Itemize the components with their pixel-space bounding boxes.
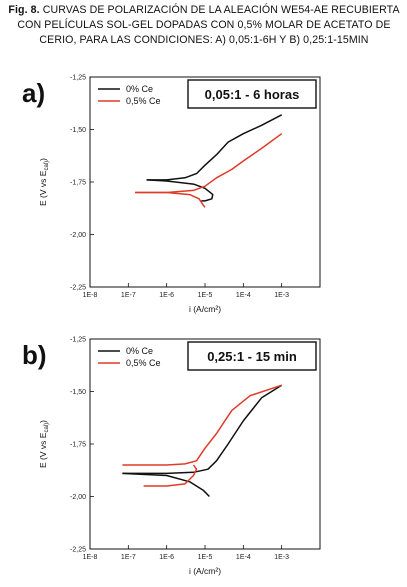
chart0-condition-label: 0,05:1 - 6 horas bbox=[205, 87, 300, 102]
chart0-x-axis-title: i (A/cm²) bbox=[189, 304, 221, 314]
chart0-series-1-anodic-branch bbox=[135, 133, 283, 194]
figure-number: Fig. 8. bbox=[8, 4, 40, 16]
chart1-legend-label: 0% Ce bbox=[126, 346, 153, 356]
chart1-condition-box bbox=[187, 341, 317, 371]
chart0-x-tick-label: 1E-3 bbox=[274, 292, 289, 299]
chart1-series-0-cathodic-branch bbox=[122, 472, 210, 498]
chart0-x-tick-label: 1E-6 bbox=[159, 292, 174, 299]
chart1-x-tick-label: 1E-5 bbox=[198, 554, 213, 561]
chart1-x-tick-label: 1E-6 bbox=[159, 554, 174, 561]
chart1-x-axis-title: i (A/cm²) bbox=[189, 566, 221, 576]
chart0-legend-label: 0,5% Ce bbox=[126, 96, 161, 106]
chart-panel-b: b) -1,25 -1,50 -1,75 -2,00 -2,25 1E-8 1E-7 1E-6 1… bbox=[0, 322, 407, 587]
chart1-y-tick-label: -2,25 bbox=[70, 547, 86, 554]
chart0-x-tick-label: 1E-4 bbox=[236, 292, 251, 299]
chart0-panel-label: a) bbox=[22, 78, 45, 108]
chart0-condition-box bbox=[187, 79, 317, 109]
chart1-x-tick-label: 1E-8 bbox=[83, 554, 98, 561]
figure-caption: Fig. 8. CURVAS DE POLARIZACIÓN DE LA ALE… bbox=[4, 3, 404, 48]
figure-caption-text: CURVAS DE POLARIZACIÓN DE LA ALEACIÓN WE… bbox=[17, 4, 400, 46]
chart1-y-axis-title: E (V vs Ecal)) bbox=[38, 420, 50, 468]
chart0-series-0-cathodic-branch bbox=[146, 179, 214, 202]
chart1-y-tick-label: -2,00 bbox=[70, 494, 86, 501]
chart1-series-1-cathodic-branch bbox=[143, 464, 198, 487]
chart0-series-1-cathodic-branch bbox=[135, 191, 206, 208]
chart1-y-tick-label: -1,25 bbox=[70, 337, 86, 344]
chart0-x-tick-label: 1E-7 bbox=[121, 292, 136, 299]
chart1-panel-label: b) bbox=[22, 340, 47, 370]
chart0-y-tick-label: -1,75 bbox=[70, 180, 86, 187]
chart0-y-tick-label: -2,00 bbox=[70, 232, 86, 239]
chart1-series-1-anodic-branch bbox=[122, 384, 282, 466]
chart0-y-tick-label: -1,25 bbox=[70, 75, 86, 82]
chart1-x-tick-label: 1E-3 bbox=[274, 554, 289, 561]
chart0-y-tick-label: -2,25 bbox=[70, 285, 86, 292]
chart1-series-0-anodic-branch bbox=[122, 384, 283, 475]
chart0-x-tick-label: 1E-8 bbox=[83, 292, 98, 299]
chart0-x-tick-label: 1E-5 bbox=[198, 292, 213, 299]
chart1-y-tick-label: -1,75 bbox=[70, 442, 86, 449]
chart1-y-tick-label: -1,50 bbox=[70, 389, 86, 396]
chart1-x-tick-label: 1E-4 bbox=[236, 554, 251, 561]
chart0-y-axis-title: E (V vs Ecal)) bbox=[38, 158, 50, 206]
chart1-x-tick-label: 1E-7 bbox=[121, 554, 136, 561]
chart0-y-tick-label: -1,50 bbox=[70, 127, 86, 134]
chart-panel-a: a) -1,25 -1,50 -1,75 -2,00 -2,25 1E-8 1E-7 1E-6 1… bbox=[0, 60, 407, 325]
chart0-legend-label: 0% Ce bbox=[126, 84, 153, 94]
chart1-legend-label: 0,5% Ce bbox=[126, 358, 161, 368]
chart0-series-0-anodic-branch bbox=[146, 114, 283, 181]
chart1-condition-label: 0,25:1 - 15 min bbox=[207, 349, 297, 364]
